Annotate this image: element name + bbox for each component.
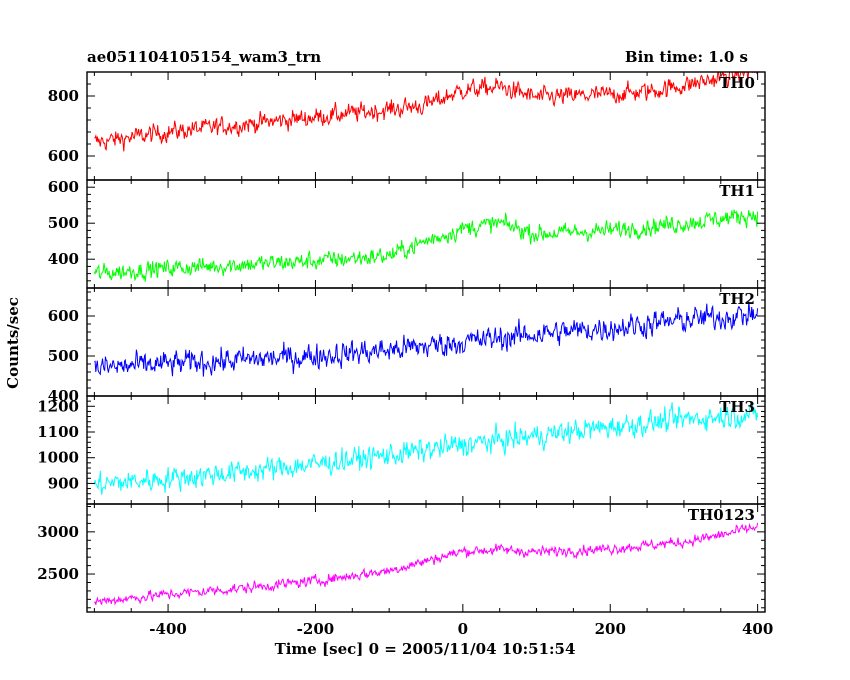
y-tick-label: 400 <box>48 387 79 405</box>
y-tick-label: 3000 <box>37 523 79 541</box>
y-tick-label: 800 <box>48 87 79 105</box>
y-tick-label: 600 <box>48 147 79 165</box>
y-tick-label: 600 <box>48 178 79 196</box>
y-tick-label: 600 <box>48 307 79 325</box>
panel-th0123: 2500 3000 TH0123 <box>37 503 766 613</box>
y-tick-label: 1200 <box>37 397 79 415</box>
series-line-th0 <box>94 72 758 152</box>
y-tick-label: 400 <box>48 250 79 268</box>
panel-frame <box>86 287 766 397</box>
x-tick-label: -200 <box>297 620 335 638</box>
x-axis-label: Time [sec] 0 = 2005/11/04 10:51:54 <box>275 640 576 658</box>
series-line-th1 <box>93 209 759 282</box>
bin-time-label: Bin time: 1.0 s <box>625 48 748 66</box>
series-line-th2 <box>94 301 759 377</box>
x-tick-label: 0 <box>458 620 468 638</box>
panel-th2: 400 500 600 TH2 <box>48 287 766 405</box>
series-line-th3 <box>93 402 759 495</box>
panel-label-th0123: TH0123 <box>688 506 755 524</box>
panel-label-th2: TH2 <box>719 290 755 308</box>
panel-th3: 900 1000 1100 1200 TH3 <box>37 395 766 505</box>
y-tick-label: 900 <box>48 474 79 492</box>
panel-frame <box>86 503 766 613</box>
x-tick-label: -400 <box>149 620 187 638</box>
y-axis-label: Counts/sec <box>4 297 22 389</box>
y-tick-label: 500 <box>48 214 79 232</box>
y-tick-label: 1000 <box>37 449 79 467</box>
x-tick-label: 400 <box>742 620 773 638</box>
x-tick-label: 200 <box>595 620 626 638</box>
chart-title: ae051104105154_wam3_trn <box>87 48 321 66</box>
panel-label-th1: TH1 <box>719 182 755 200</box>
panel-label-th0: TH0 <box>719 74 755 92</box>
panel-th1: 400 500 600 TH1 <box>48 178 766 289</box>
y-tick-label: 1100 <box>37 423 79 441</box>
y-tick-label: 2500 <box>37 565 79 583</box>
panels-group: 600 800 TH0 400 500 600 TH1 400 500 600 TH2 900 1000… <box>37 71 773 638</box>
series-line-th0123 <box>93 522 759 606</box>
y-tick-label: 500 <box>48 347 79 365</box>
panel-th0: 600 800 TH0 <box>48 71 766 181</box>
panel-label-th3: TH3 <box>719 398 755 416</box>
